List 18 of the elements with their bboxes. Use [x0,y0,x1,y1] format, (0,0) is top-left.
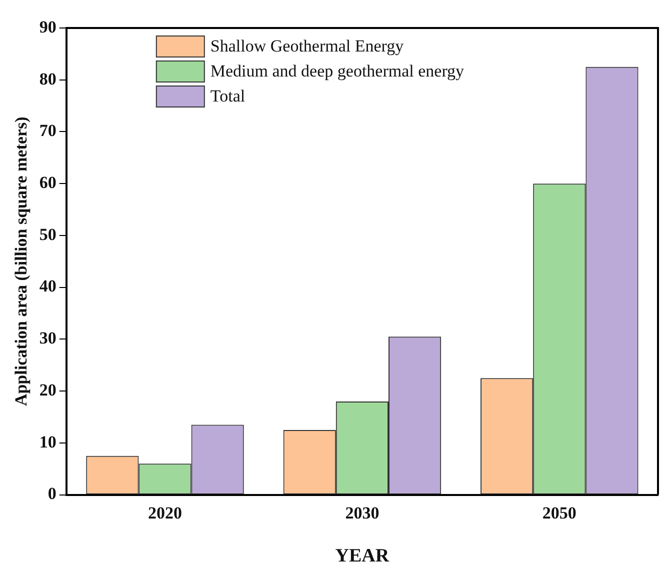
y-tick-label: 10 [39,432,56,452]
y-tick-label: 0 [48,484,56,504]
x-axis-title: YEAR [335,546,390,567]
y-tick-label: 90 [39,17,56,36]
y-tick-label: 50 [39,224,56,244]
y-axis-title: Application area (billion square meters) [12,116,31,406]
y-tick-label: 20 [39,380,56,400]
y-tick-label: 40 [39,276,56,296]
y-tick-label: 60 [39,172,56,192]
x-tick-label: 2020 [148,503,182,522]
legend-label: Total [210,86,246,106]
x-tick-label: 2030 [345,503,380,522]
x-tick-label: 2050 [542,503,576,522]
y-tick-label: 70 [39,121,56,140]
y-tick-label: 80 [39,69,56,88]
legend-label: Medium and deep geothermal energy [210,61,465,80]
y-tick-label: 30 [39,328,56,348]
legend-label: Shallow Geothermal Energy [210,36,404,56]
